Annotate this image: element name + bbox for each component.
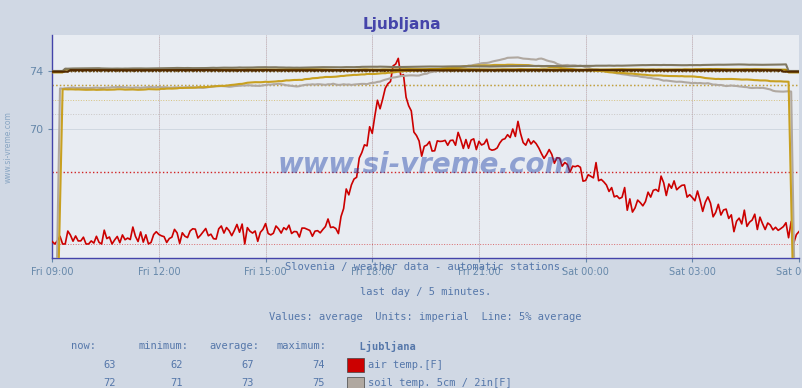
Text: 72: 72 bbox=[103, 378, 115, 388]
Text: now:: now: bbox=[71, 341, 95, 352]
Text: last day / 5 minutes.: last day / 5 minutes. bbox=[359, 288, 491, 297]
Text: Values: average  Units: imperial  Line: 5% average: Values: average Units: imperial Line: 5%… bbox=[269, 312, 581, 322]
Text: 62: 62 bbox=[170, 360, 183, 370]
Text: soil temp. 5cm / 2in[F]: soil temp. 5cm / 2in[F] bbox=[367, 378, 511, 388]
Text: minimum:: minimum: bbox=[138, 341, 188, 352]
Text: Slovenia / weather data - automatic stations.: Slovenia / weather data - automatic stat… bbox=[285, 262, 565, 272]
Text: Ljubljana: Ljubljana bbox=[362, 17, 440, 33]
FancyBboxPatch shape bbox=[346, 377, 363, 388]
Text: 71: 71 bbox=[170, 378, 183, 388]
Text: 73: 73 bbox=[241, 378, 253, 388]
Text: average:: average: bbox=[209, 341, 259, 352]
FancyBboxPatch shape bbox=[346, 359, 363, 372]
Text: 63: 63 bbox=[103, 360, 115, 370]
Text: www.si-vreme.com: www.si-vreme.com bbox=[3, 111, 13, 184]
Text: Ljubljana: Ljubljana bbox=[346, 341, 415, 352]
Text: 67: 67 bbox=[241, 360, 253, 370]
Text: air temp.[F]: air temp.[F] bbox=[367, 360, 443, 370]
Text: www.si-vreme.com: www.si-vreme.com bbox=[277, 151, 573, 178]
Text: maximum:: maximum: bbox=[276, 341, 326, 352]
Text: 74: 74 bbox=[312, 360, 324, 370]
Text: 75: 75 bbox=[312, 378, 324, 388]
